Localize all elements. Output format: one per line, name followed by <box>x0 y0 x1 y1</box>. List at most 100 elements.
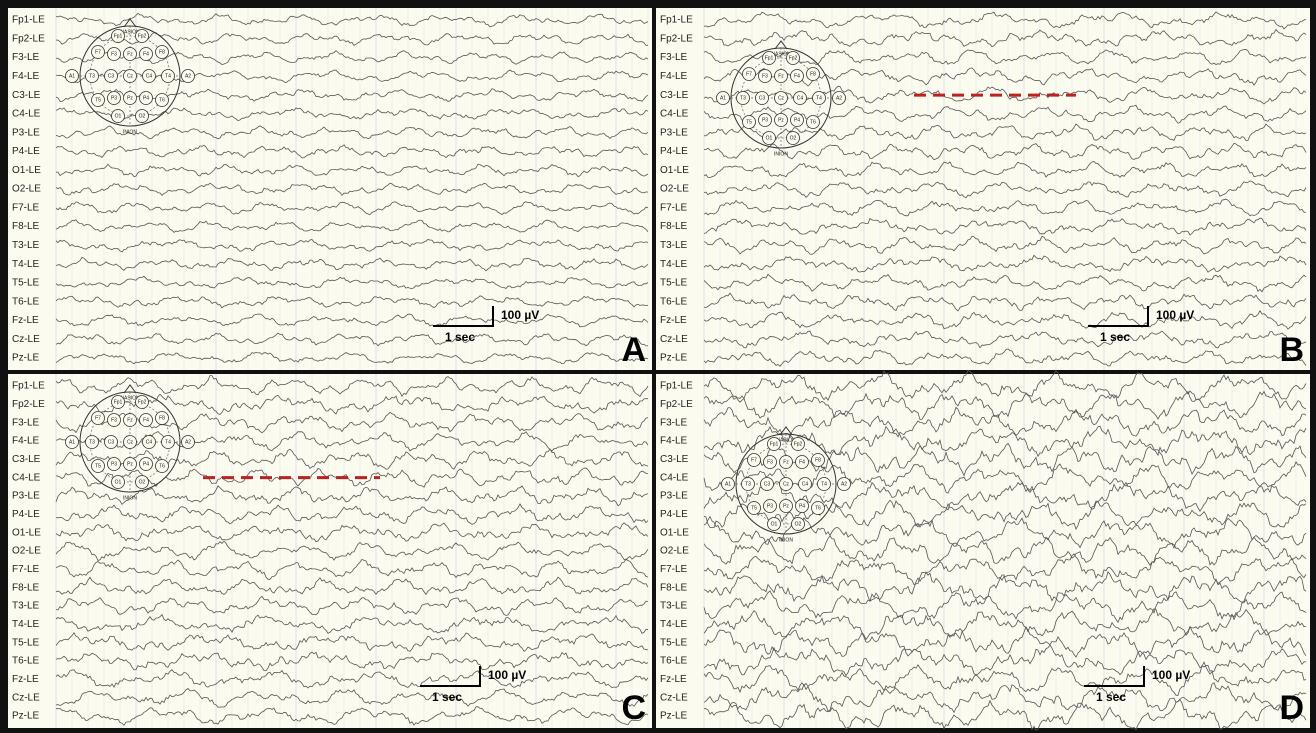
electrode <box>107 413 121 427</box>
electrode <box>758 69 772 83</box>
electrode <box>111 395 125 409</box>
channel-label: T5-LE <box>12 278 40 289</box>
eeg-trace <box>55 522 649 543</box>
electrode-label: O2 <box>790 135 797 141</box>
electrode <box>811 501 825 515</box>
amplitude-scale-label: 100 µV <box>1156 308 1194 322</box>
electrode-label: F4 <box>143 51 149 57</box>
electrode <box>832 91 846 105</box>
channel-label: P4-LE <box>660 146 688 157</box>
electrode-label: T6 <box>159 97 165 103</box>
channel-label: F3-LE <box>660 52 688 63</box>
channel-label: Fz-LE <box>12 674 39 685</box>
eeg-trace <box>703 535 1307 566</box>
channel-label: O1-LE <box>12 165 41 176</box>
electrode-label: C3 <box>764 481 771 487</box>
electrode <box>111 109 125 123</box>
channel-label: F4-LE <box>660 71 688 82</box>
eeg-trace <box>55 393 649 415</box>
eeg-trace <box>55 144 649 159</box>
channel-label: C3-LE <box>12 454 41 465</box>
electrode <box>760 477 774 491</box>
electrode <box>85 69 99 83</box>
electrode-label: A2 <box>841 481 847 487</box>
eeg-trace <box>55 485 649 507</box>
eeg-trace <box>703 553 1307 585</box>
eeg-trace <box>55 351 649 365</box>
channel-label: O1-LE <box>12 527 41 538</box>
electrode <box>91 93 105 107</box>
electrode-label: A1 <box>720 95 726 101</box>
eeg-trace <box>55 125 649 140</box>
channel-label: Fp1-LE <box>660 381 693 392</box>
eeg-trace <box>703 123 1307 142</box>
channel-label: C3-LE <box>660 454 689 465</box>
electrode <box>721 477 735 491</box>
scale-bar <box>1088 306 1149 327</box>
eeg-trace <box>703 235 1307 255</box>
electrode <box>123 69 137 83</box>
channel-label: T6-LE <box>660 656 688 667</box>
electrode-label: F4 <box>799 459 805 465</box>
channel-label: Fz-LE <box>660 315 687 326</box>
eeg-trace <box>55 201 649 216</box>
channel-label: Pz-LE <box>12 353 40 364</box>
eeg-trace <box>55 503 649 525</box>
nose <box>774 40 788 50</box>
electrode <box>139 413 153 427</box>
scale-bar <box>1084 666 1145 687</box>
electrode <box>762 131 776 145</box>
panel-background <box>656 8 1310 370</box>
channel-label: Cz-LE <box>12 334 40 345</box>
channel-label: Fp1-LE <box>12 381 45 392</box>
electrode <box>135 29 149 43</box>
electrode-label: F3 <box>111 51 117 57</box>
electrode <box>786 131 800 145</box>
electrode-label: Cz <box>127 439 134 445</box>
head-label-bottom: INION <box>774 151 788 157</box>
electrode-label: F8 <box>159 49 165 55</box>
eeg-trace <box>55 12 649 28</box>
electrode <box>806 67 820 81</box>
electrode-label: T6 <box>810 119 816 125</box>
channel-label: Pz-LE <box>12 711 40 722</box>
channel-label: Fp2-LE <box>660 33 693 44</box>
panel-letter: D <box>1279 689 1304 727</box>
electrode <box>716 91 730 105</box>
channel-label: T6-LE <box>12 296 40 307</box>
eeg-trace <box>703 499 1307 531</box>
electrode-label: P4 <box>143 461 149 467</box>
channel-label: Cz-LE <box>660 334 688 345</box>
eeg-trace <box>55 595 649 616</box>
electrode-label: Cz <box>127 73 134 79</box>
panel-letter: C <box>621 689 646 727</box>
electrode <box>123 435 137 449</box>
nose <box>123 384 137 394</box>
panel-letter: B <box>1279 331 1304 369</box>
electrode <box>742 115 756 129</box>
electrode <box>139 47 153 61</box>
electrode-label: C4 <box>146 439 153 445</box>
electrode <box>774 91 788 105</box>
electrode <box>779 499 793 513</box>
electrode-label: C4 <box>797 95 804 101</box>
electrode-label: Cz <box>778 95 785 101</box>
eeg-trace <box>55 275 649 290</box>
electrode-label: T3 <box>745 481 751 487</box>
channel-label: Pz-LE <box>660 353 688 364</box>
electrode-label: F7 <box>751 457 757 463</box>
eeg-trace <box>703 309 1307 330</box>
eeg-panel: Fp1-LE Fp2-LE F3-LE F4-LE C3-LE C4-LE P3-LE P4-… <box>656 369 1310 731</box>
electrode <box>155 411 169 425</box>
channel-label: Fz-LE <box>12 315 39 326</box>
eeg-trace <box>703 217 1307 236</box>
electrode <box>747 501 761 515</box>
electrode <box>798 477 812 491</box>
electrode <box>767 437 781 451</box>
head-label-top: NASION <box>120 395 140 401</box>
eeg-trace <box>55 706 649 727</box>
channel-label: F7-LE <box>660 564 688 575</box>
electrode-label: T5 <box>746 119 752 125</box>
electrode <box>139 91 153 105</box>
eeg-trace <box>55 651 649 671</box>
